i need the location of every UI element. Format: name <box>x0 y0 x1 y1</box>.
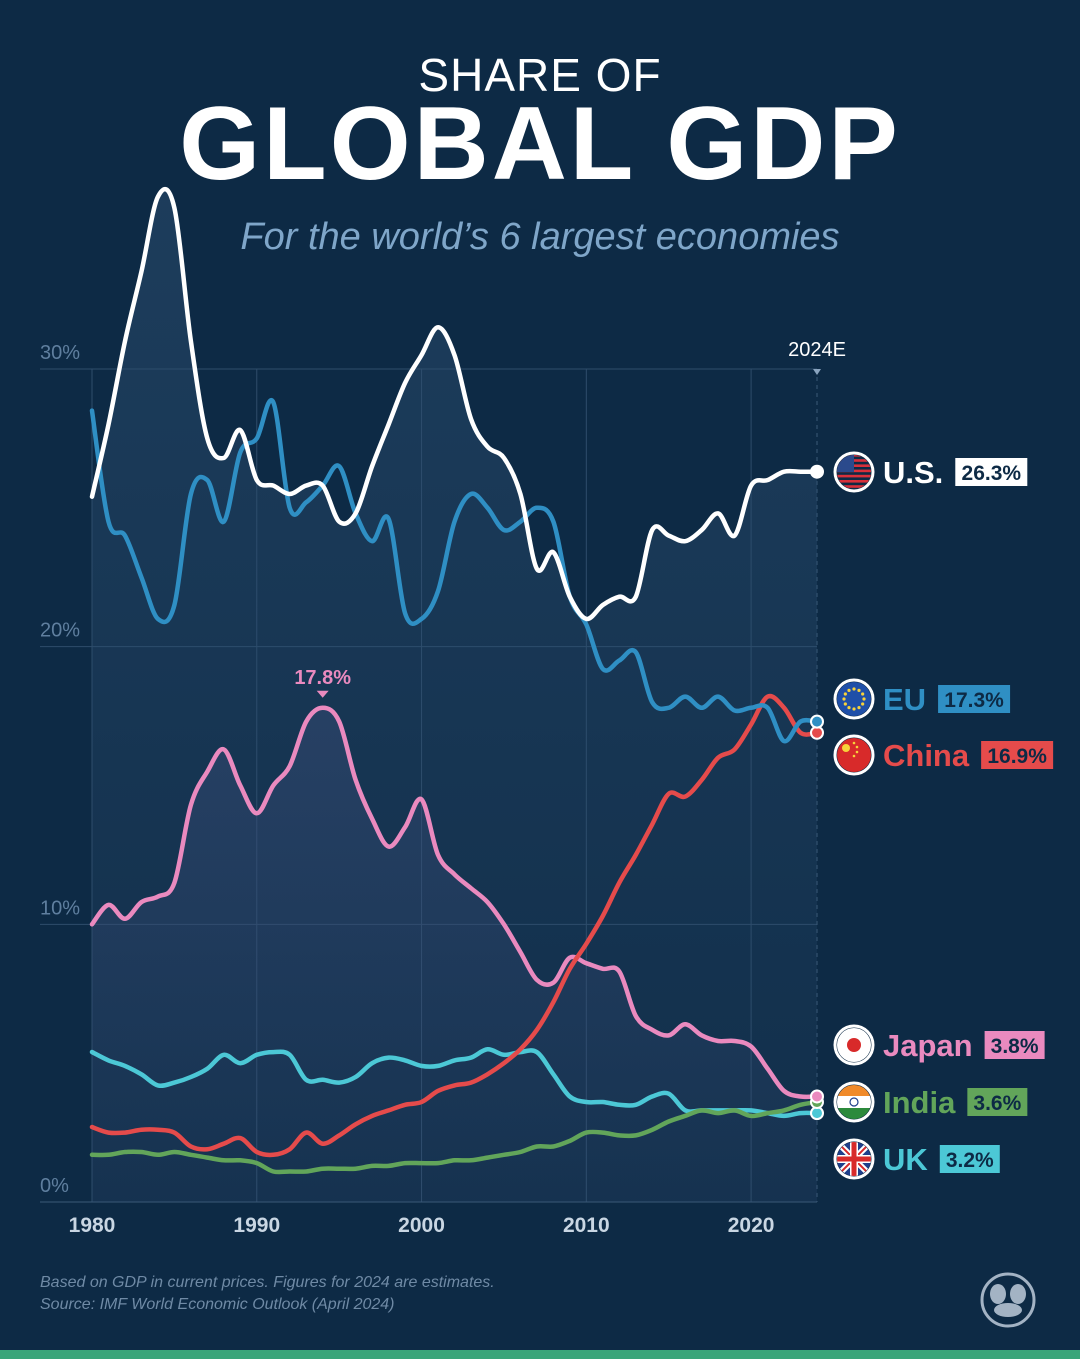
flag-ring <box>833 451 875 493</box>
bottom-accent-bar <box>0 1350 1080 1359</box>
legend-item-china: China 16.9% <box>833 734 1054 776</box>
end-point-eu <box>810 714 824 729</box>
x-tick-label: 1980 <box>69 1214 116 1237</box>
legend-item-eu: EU 17.3% <box>833 678 1011 720</box>
estimate-marker-caret <box>813 369 821 375</box>
y-tick-label: 30% <box>40 342 80 364</box>
in-flag-icon <box>837 1085 871 1119</box>
y-tick-label: 0% <box>40 1175 69 1197</box>
cn-flag-icon <box>837 738 871 772</box>
legend-item-uk: UK 3.2% <box>833 1138 1000 1180</box>
legend-item-us: U.S. 26.3% <box>833 451 1028 493</box>
legend-badge-india <box>967 1088 1028 1116</box>
series-lines <box>89 187 820 1175</box>
publisher-logo-icon <box>980 1272 1036 1328</box>
legend-name-eu: EU <box>883 682 926 717</box>
flag-ring <box>833 1081 875 1123</box>
legend-name-us: U.S. <box>883 455 943 490</box>
series-line-eu <box>89 397 820 744</box>
legend-value-us: 26.3% <box>962 462 1022 485</box>
legend-name-japan: Japan <box>883 1028 973 1063</box>
legend-value-china: 16.9% <box>987 745 1047 768</box>
footnote-line-1: Based on GDP in current prices. Figures … <box>40 1274 495 1291</box>
flag-ring <box>833 678 875 720</box>
legend-value-uk: 3.2% <box>946 1149 994 1172</box>
chart-title: GLOBAL GDP <box>179 86 901 202</box>
end-point-japan <box>810 1089 824 1104</box>
series-line-japan <box>89 705 820 1100</box>
y-tick-label: 20% <box>40 620 80 642</box>
series-labels: 17.8% U.S. 26.3% EU 17.3% China 16.9% Japan 3.8%… <box>294 451 1054 1180</box>
legend-badge-us <box>955 458 1028 486</box>
peak-annotation-label: 17.8% <box>294 667 351 689</box>
x-tick-label: 2010 <box>563 1214 610 1237</box>
series-line-india <box>89 1099 820 1175</box>
uk-flag-icon <box>837 1142 871 1176</box>
flag-ring <box>833 1024 875 1066</box>
legend-badge-china <box>981 741 1054 769</box>
footnote: Based on GDP in current prices. Figures … <box>40 1272 495 1316</box>
area-fill-japan <box>92 707 817 1202</box>
end-point-us <box>810 464 824 479</box>
legend-name-india: India <box>883 1085 956 1120</box>
flag-ring <box>833 1138 875 1180</box>
chart-kicker: SHARE OF <box>418 49 662 101</box>
x-tick-label: 2020 <box>728 1214 775 1237</box>
area-fills <box>92 189 817 1203</box>
y-tick-label: 10% <box>40 897 80 919</box>
end-markers <box>810 464 824 1121</box>
peak-annotation-caret <box>316 690 329 698</box>
legend-item-japan: Japan 3.8% <box>833 1024 1045 1066</box>
x-tick-label: 2000 <box>398 1214 445 1237</box>
legend-badge-eu <box>938 685 1011 713</box>
legend-item-india: India 3.6% <box>833 1081 1028 1123</box>
x-tick-label: 1990 <box>233 1214 280 1237</box>
eu-flag-icon <box>837 682 871 716</box>
legend-value-india: 3.6% <box>973 1092 1021 1115</box>
legend-badge-japan <box>984 1031 1045 1059</box>
series-line-china <box>89 693 820 1158</box>
legend-value-japan: 3.8% <box>991 1035 1039 1058</box>
legend-name-china: China <box>883 738 970 773</box>
series-line-us <box>89 187 820 622</box>
footnote-line-2: Source: IMF World Economic Outlook (Apri… <box>40 1296 395 1313</box>
jp-flag-icon <box>837 1028 871 1062</box>
legend-badge-uk <box>939 1145 1000 1173</box>
flag-ring <box>833 734 875 776</box>
legend-value-eu: 17.3% <box>944 689 1004 712</box>
chart-subtitle: For the world’s 6 largest economies <box>240 216 840 258</box>
legend-name-uk: UK <box>883 1142 928 1177</box>
estimate-year-label: 2024E <box>788 339 846 361</box>
